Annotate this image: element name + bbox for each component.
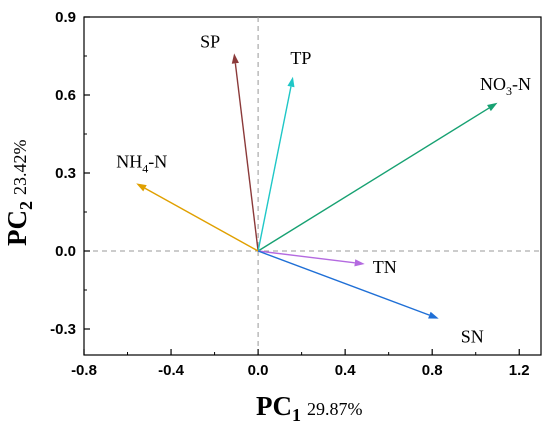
vector-tn-label: TN [373, 257, 397, 277]
vector-sn-arrowhead [428, 311, 439, 319]
x-tick-label: -0.4 [158, 362, 185, 379]
vector-no3-n-line [257, 107, 490, 252]
vector-tp-line [257, 86, 292, 252]
vector-sn-line [257, 250, 430, 316]
x-tick-label: 0.8 [422, 362, 443, 379]
zero-lines [84, 17, 541, 355]
y-tick-label: 0.6 [55, 87, 76, 104]
y-tick-label: 0.3 [55, 165, 76, 182]
y-tick-label: -0.3 [50, 321, 76, 338]
x-axis-title: PC1 29.87% [256, 391, 363, 425]
vector-no3-n-label: NO3-N [480, 74, 531, 98]
y-axis-title-sub: 2 [16, 201, 36, 210]
vector-tn-line [258, 250, 355, 264]
vector-labels: SP TP NO3-N NH4-N TN SN [116, 31, 531, 346]
vector-nh4-n-label: NH4-N [116, 151, 167, 175]
vector-sp-line [234, 63, 259, 252]
y-tick-label: 0.9 [55, 9, 76, 26]
vector-tn-arrowhead [354, 259, 365, 267]
x-axis-title-pct: 29.87% [307, 399, 363, 419]
axis-ticks: -0.8 -0.4 0.0 0.4 0.8 1.2 -0.3 0.0 0.3 0.6 0.9 [50, 9, 530, 379]
x-axis-title-main: PC [256, 391, 292, 421]
y-axis-title-pct: 23.42% [10, 140, 30, 196]
y-tick-label: 0.0 [55, 243, 76, 260]
vector-tp-label: TP [290, 48, 311, 68]
vector-nh4-n-arrowhead [136, 183, 147, 192]
vector-sp-label: SP [200, 31, 220, 51]
loading-vectors [136, 53, 498, 319]
y-axis-title: PC2 23.42% [2, 140, 36, 247]
vector-sn-label: SN [461, 327, 484, 347]
vector-nh4-n-line [144, 187, 259, 252]
x-axis-title-sub: 1 [292, 405, 301, 425]
vector-sp-arrowhead [231, 53, 239, 64]
vector-no3-n-arrowhead [487, 102, 498, 112]
y-axis-title-main: PC [2, 210, 32, 246]
x-tick-label: 1.2 [509, 362, 530, 379]
vector-tp-arrowhead [287, 76, 295, 88]
x-tick-label: 0.0 [248, 362, 269, 379]
x-tick-label: 0.4 [335, 362, 357, 379]
plot-frame [83, 16, 542, 356]
x-tick-label: -0.8 [71, 362, 97, 379]
